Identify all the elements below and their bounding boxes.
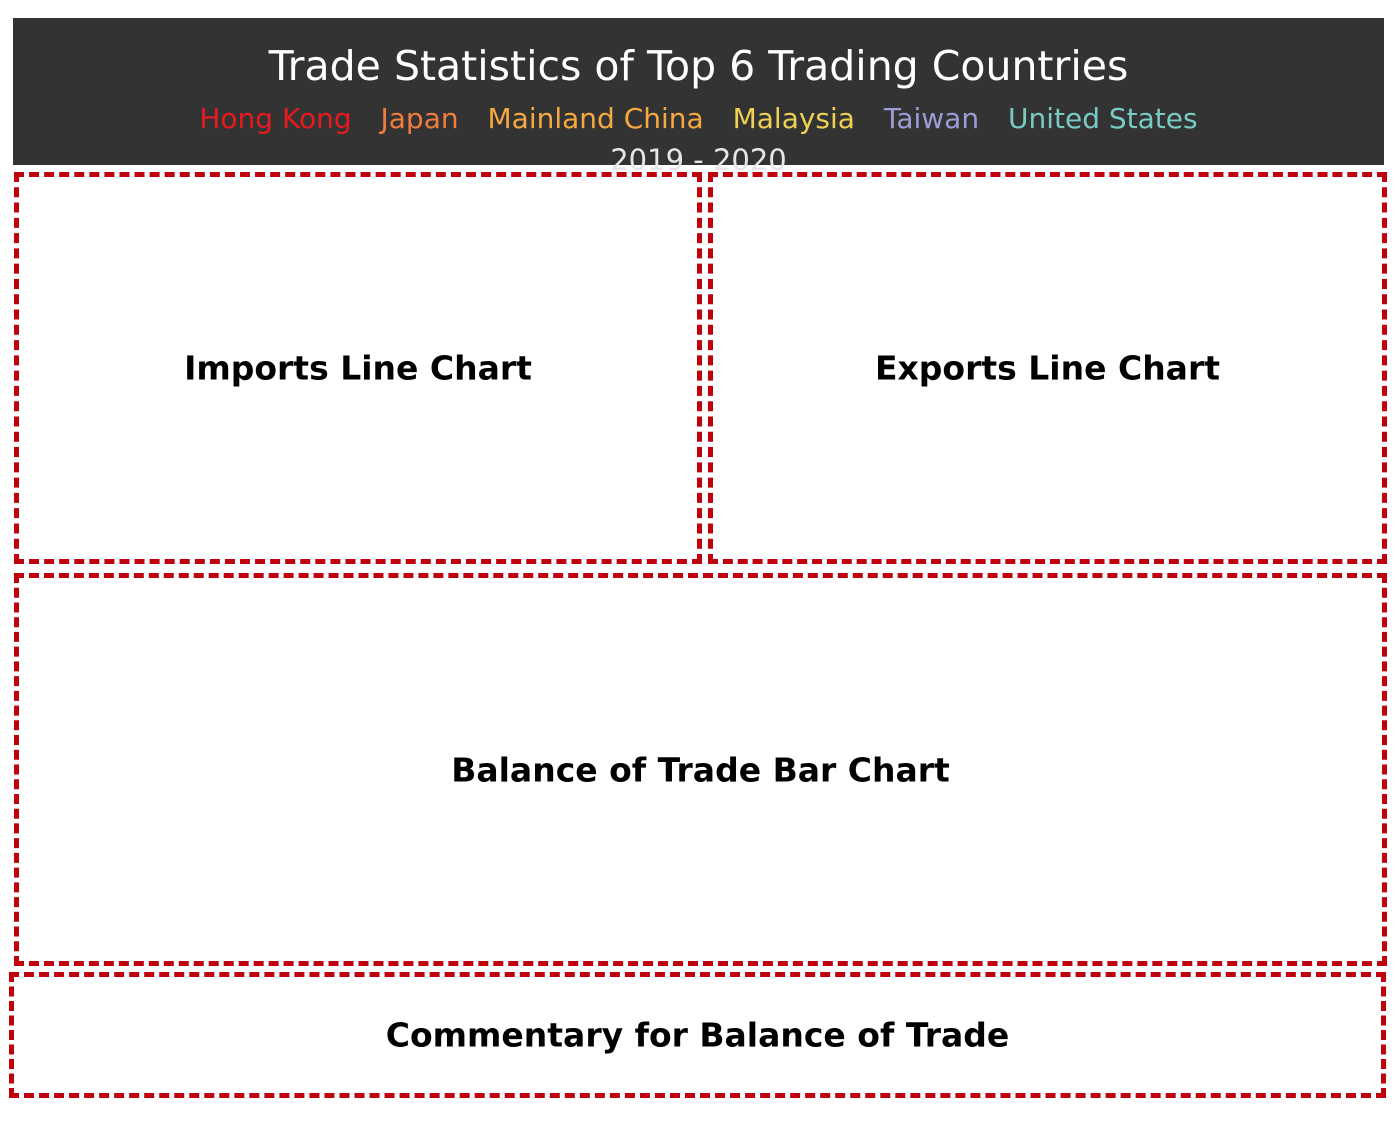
balance-chart-placeholder: Balance of Trade Bar Chart bbox=[14, 573, 1387, 966]
imports-chart-placeholder: Imports Line Chart bbox=[14, 172, 702, 564]
country-legend: Hong Kong Japan Mainland China Malaysia … bbox=[13, 102, 1384, 136]
dashboard-title: Trade Statistics of Top 6 Trading Countr… bbox=[268, 42, 1129, 90]
legend-malaysia: Malaysia bbox=[732, 102, 855, 135]
legend-hong-kong: Hong Kong bbox=[199, 102, 352, 135]
legend-japan: Japan bbox=[380, 102, 459, 135]
legend-taiwan: Taiwan bbox=[883, 102, 980, 135]
exports-chart-label: Exports Line Chart bbox=[874, 348, 1221, 388]
header-banner: Trade Statistics of Top 6 Trading Countr… bbox=[13, 18, 1384, 177]
commentary-placeholder: Commentary for Balance of Trade bbox=[9, 972, 1386, 1098]
imports-chart-label: Imports Line Chart bbox=[184, 348, 532, 388]
year-range: 2019 - 2020 bbox=[610, 143, 787, 177]
legend-united-states: United States bbox=[1008, 102, 1198, 135]
legend-mainland-china: Mainland China bbox=[487, 102, 704, 135]
exports-chart-placeholder: Exports Line Chart bbox=[708, 172, 1387, 564]
commentary-label: Commentary for Balance of Trade bbox=[385, 1015, 1010, 1055]
balance-chart-label: Balance of Trade Bar Chart bbox=[451, 750, 950, 789]
